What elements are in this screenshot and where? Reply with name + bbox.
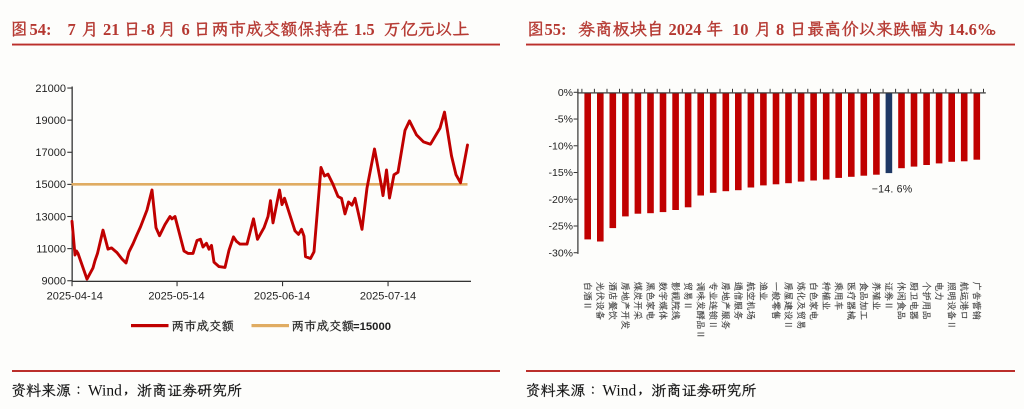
svg-text:11000: 11000 [36,243,66,255]
svg-text:8: 8 [776,20,784,39]
svg-text:0%: 0% [558,87,573,99]
svg-text:-8: -8 [141,20,155,39]
svg-text:15000: 15000 [35,179,66,191]
svg-text:=15000: =15000 [353,321,391,333]
svg-text:21000: 21000 [35,83,66,95]
svg-text:21: 21 [103,20,120,39]
svg-text:9000: 9000 [42,276,66,288]
svg-text:2025-06-14: 2025-06-14 [254,291,310,303]
svg-text:7: 7 [68,20,76,39]
svg-text:Wind: Wind [602,383,636,400]
svg-text:−14. 6%: −14. 6% [872,183,913,195]
svg-text:-15%: -15% [548,167,573,179]
svg-text:10: 10 [732,20,749,39]
svg-text:2025-05-14: 2025-05-14 [148,291,204,303]
svg-text:2024: 2024 [669,20,702,39]
svg-text:54:: 54: [30,20,52,39]
svg-text:2025-07-14: 2025-07-14 [360,291,416,303]
svg-text:1.5: 1.5 [354,20,375,39]
svg-text:55:: 55: [545,20,567,39]
svg-text:-10%: -10% [548,140,573,152]
svg-text:Wind: Wind [88,383,122,400]
svg-text:14.6%: 14.6% [948,20,993,39]
svg-text:-25%: -25% [548,221,573,233]
svg-text:13000: 13000 [35,211,66,223]
svg-text:6: 6 [182,20,190,39]
svg-text:17000: 17000 [35,147,66,159]
svg-text:2025-04-14: 2025-04-14 [47,291,103,303]
svg-text:-5%: -5% [554,114,573,126]
svg-text:-20%: -20% [548,194,573,206]
svg-text:19000: 19000 [35,115,66,127]
svg-text:-30%: -30% [548,247,573,259]
